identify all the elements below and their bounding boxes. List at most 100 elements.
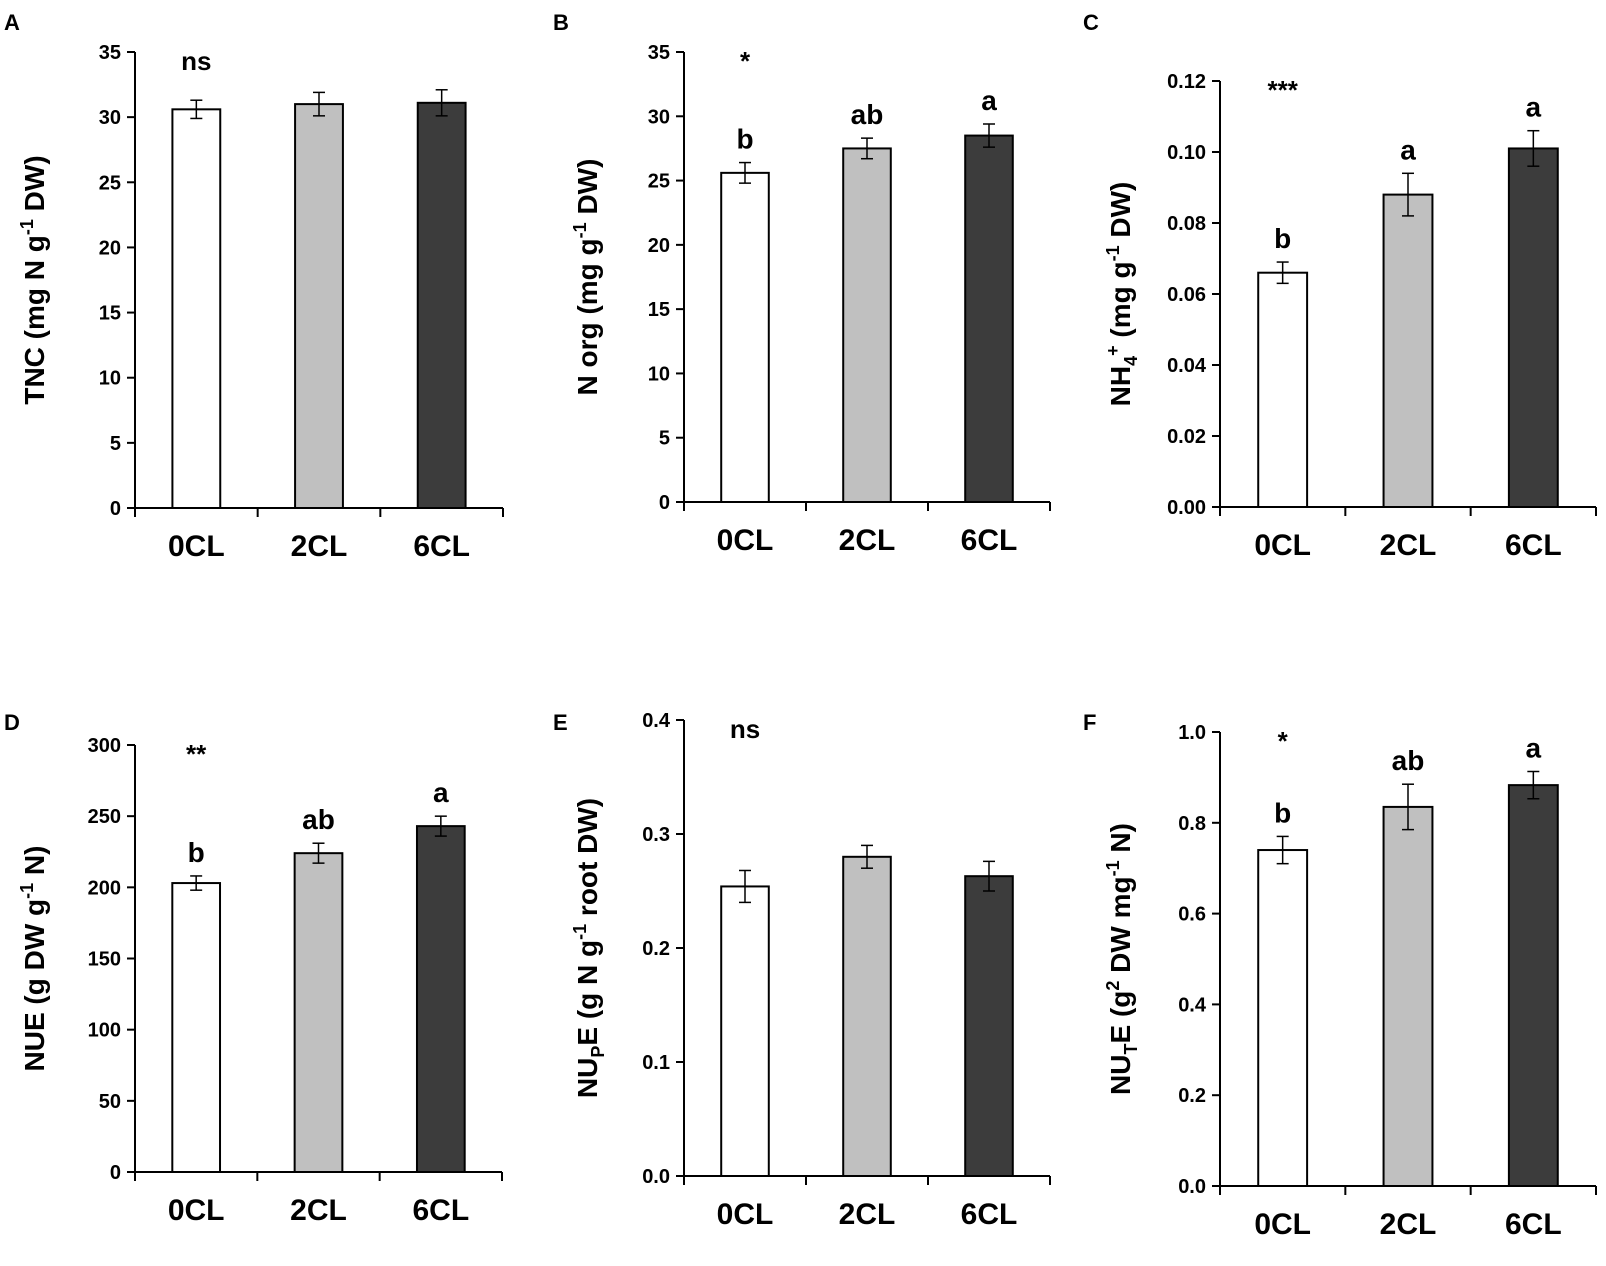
bar-b-2cl — [842, 147, 892, 504]
y-tick-label-b-5: 25 — [648, 171, 670, 193]
significance-marker-c: *** — [1267, 75, 1298, 105]
bar-f-0cl — [1257, 849, 1309, 1187]
y-tick-label-a-1: 5 — [110, 433, 121, 455]
significance-letter-d-2cl: ab — [302, 804, 335, 835]
y-axis-label-part-e-0: NU — [572, 1058, 603, 1098]
y-axis-label-part-d-1: -1 — [17, 883, 37, 899]
y-axis-label-part-d-0: NUE (g DW g — [19, 899, 50, 1072]
y-tick-label-e-2: 0.2 — [642, 938, 670, 960]
y-tick-label-d-0: 0 — [110, 1162, 121, 1184]
y-axis-label-part-b-0: N org (mg g — [572, 238, 603, 395]
bar-a-0cl — [171, 108, 222, 509]
bar-c-0cl — [1257, 271, 1309, 509]
y-tick-label-a-3: 15 — [99, 303, 121, 325]
y-axis-label-part-c-3: (mg g — [1105, 261, 1136, 345]
significance-marker-d: ** — [186, 739, 207, 769]
y-axis-label-part-f-4: DW mg — [1105, 876, 1136, 980]
y-tick-label-b-2: 10 — [648, 363, 670, 385]
y-tick-label-b-3: 15 — [648, 299, 670, 321]
x-category-label-c-6cl: 6CL — [1505, 529, 1562, 562]
x-category-label-b-0cl: 0CL — [717, 524, 774, 557]
x-category-label-a-2cl: 2CL — [291, 530, 348, 563]
bar-f-6cl — [1507, 784, 1559, 1187]
y-axis-label-part-a-1: -1 — [17, 219, 37, 235]
y-tick-label-b-4: 20 — [648, 235, 670, 257]
bar-f-2cl — [1382, 805, 1434, 1187]
x-category-label-e-2cl: 2CL — [839, 1198, 896, 1231]
y-tick-label-f-0: 0.0 — [1178, 1176, 1206, 1198]
x-category-label-a-0cl: 0CL — [168, 530, 225, 563]
y-tick-label-f-4: 0.8 — [1178, 813, 1206, 835]
bar-d-0cl — [171, 882, 222, 1174]
y-tick-label-a-5: 25 — [99, 172, 121, 194]
y-axis-label-part-e-1: P — [588, 1046, 608, 1058]
y-axis-label-part-e-3: -1 — [570, 924, 590, 940]
y-axis-label-part-f-3: 2 — [1103, 981, 1123, 991]
significance-marker-b: * — [740, 46, 751, 76]
bar-c-2cl — [1382, 193, 1434, 508]
bar-a-2cl — [294, 103, 344, 509]
y-tick-label-a-6: 30 — [99, 107, 121, 129]
y-axis-label-part-b-2: DW) — [572, 159, 603, 223]
y-axis-label-part-a-2: DW) — [19, 155, 50, 219]
y-axis-label-part-e-2: E (g N g — [572, 940, 603, 1046]
panel-letter-f: F — [1083, 710, 1096, 735]
x-category-label-f-0cl: 0CL — [1254, 1208, 1311, 1241]
y-tick-label-e-4: 0.4 — [642, 710, 671, 732]
panel-letter-a: A — [4, 10, 20, 35]
bar-d-2cl — [293, 852, 344, 1173]
x-category-label-e-6cl: 6CL — [961, 1198, 1018, 1231]
significance-marker-a: ns — [181, 46, 211, 76]
significance-letter-c-6cl: a — [1526, 92, 1542, 123]
significance-letter-b-2cl: ab — [851, 99, 884, 130]
y-axis-label-part-f-0: NU — [1105, 1055, 1136, 1095]
y-tick-label-f-2: 0.4 — [1178, 994, 1207, 1016]
x-category-label-e-0cl: 0CL — [717, 1198, 774, 1231]
significance-letter-f-0cl: b — [1274, 797, 1291, 828]
panel-letter-d: D — [4, 710, 20, 735]
x-category-label-c-0cl: 0CL — [1254, 529, 1311, 562]
significance-letter-f-2cl: ab — [1392, 745, 1425, 776]
y-tick-label-e-0: 0.0 — [642, 1166, 670, 1188]
bar-b-6cl — [964, 134, 1014, 503]
y-tick-label-d-2: 100 — [88, 1020, 121, 1042]
y-tick-label-f-5: 1.0 — [1178, 722, 1206, 744]
bar-b-0cl — [720, 171, 770, 503]
x-category-label-d-6cl: 6CL — [412, 1194, 469, 1227]
y-axis-label-b: N org (mg g-1 DW) — [570, 159, 603, 396]
significance-letter-c-0cl: b — [1274, 223, 1291, 254]
y-tick-label-d-1: 50 — [99, 1091, 121, 1113]
bar-e-6cl — [964, 875, 1014, 1177]
y-axis-label-e: NUPE (g N g-1 root DW) — [570, 798, 608, 1098]
x-category-label-a-6cl: 6CL — [413, 530, 470, 563]
x-category-label-b-6cl: 6CL — [961, 524, 1018, 557]
significance-letter-d-0cl: b — [188, 837, 205, 868]
y-axis-label-part-b-1: -1 — [570, 222, 590, 238]
y-axis-label-part-a-0: TNC (mg N g — [19, 235, 50, 405]
x-category-label-f-2cl: 2CL — [1380, 1208, 1437, 1241]
y-tick-label-c-2: 0.04 — [1167, 355, 1207, 377]
x-category-label-d-2cl: 2CL — [290, 1194, 347, 1227]
y-axis-label-part-f-5: -1 — [1103, 860, 1123, 876]
y-tick-label-b-0: 0 — [659, 492, 670, 514]
significance-marker-f: * — [1278, 726, 1289, 756]
bar-e-2cl — [842, 855, 892, 1177]
y-tick-label-c-1: 0.02 — [1167, 426, 1206, 448]
y-tick-label-b-7: 35 — [648, 42, 670, 64]
y-tick-label-a-7: 35 — [99, 42, 121, 64]
panel-letter-c: C — [1083, 10, 1099, 35]
y-axis-label-f: NUTE (g2 DW mg-1 N) — [1103, 823, 1141, 1095]
bar-d-6cl — [415, 825, 466, 1173]
y-axis-label-part-f-1: T — [1121, 1044, 1141, 1055]
y-tick-label-d-3: 150 — [88, 949, 121, 971]
bar-c-6cl — [1507, 147, 1559, 508]
y-axis-label-part-c-1: 4 — [1121, 356, 1141, 366]
y-axis-label-part-c-5: DW) — [1105, 182, 1136, 246]
y-tick-label-c-6: 0.12 — [1167, 71, 1206, 93]
bar-a-6cl — [416, 101, 467, 509]
x-category-label-d-0cl: 0CL — [168, 1194, 225, 1227]
y-tick-label-a-0: 0 — [110, 498, 121, 520]
y-tick-label-c-0: 0.00 — [1167, 497, 1206, 519]
significance-letter-b-0cl: b — [736, 124, 753, 155]
